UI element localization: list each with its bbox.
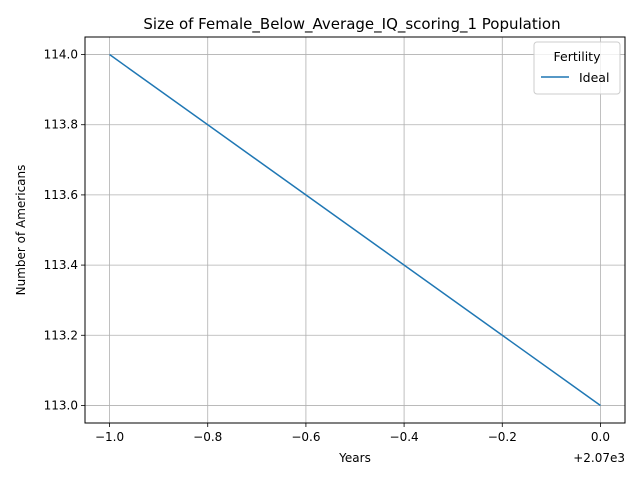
- y-tick-label: 113.4: [44, 258, 78, 272]
- y-tick-label: 113.0: [44, 398, 78, 412]
- x-axis-offset-label: +2.07e3: [573, 451, 625, 465]
- x-tick-label: −0.6: [291, 430, 320, 444]
- x-axis-ticks: −1.0 −0.8 −0.6 −0.4 −0.2 0.0: [95, 423, 610, 444]
- y-axis-label: Number of Americans: [14, 165, 28, 296]
- grid: [85, 37, 625, 423]
- x-tick-label: −0.4: [390, 430, 419, 444]
- legend-box: [533, 41, 621, 95]
- legend-label-ideal: Ideal: [579, 70, 609, 85]
- y-tick-label: 114.0: [44, 48, 78, 62]
- x-tick-label: −1.0: [95, 430, 124, 444]
- x-tick-label: −0.2: [488, 430, 517, 444]
- legend: Fertility Ideal: [533, 41, 621, 95]
- chart-title: Size of Female_Below_Average_IQ_scoring_…: [143, 15, 560, 34]
- plot-area-frame: [84, 36, 626, 424]
- y-tick-label: 113.2: [44, 328, 78, 342]
- x-tick-label: 0.0: [591, 430, 610, 444]
- y-tick-label: 113.8: [44, 118, 78, 132]
- series-line-ideal: [109, 53, 601, 407]
- y-axis-ticks: 113.0 113.2 113.4 113.6 113.8 114.0: [44, 48, 85, 412]
- x-axis-label: Years: [338, 451, 371, 465]
- x-tick-label: −0.8: [193, 430, 222, 444]
- series-layer: [109, 53, 601, 407]
- y-tick-label: 113.6: [44, 188, 78, 202]
- legend-title: Fertility: [554, 49, 602, 64]
